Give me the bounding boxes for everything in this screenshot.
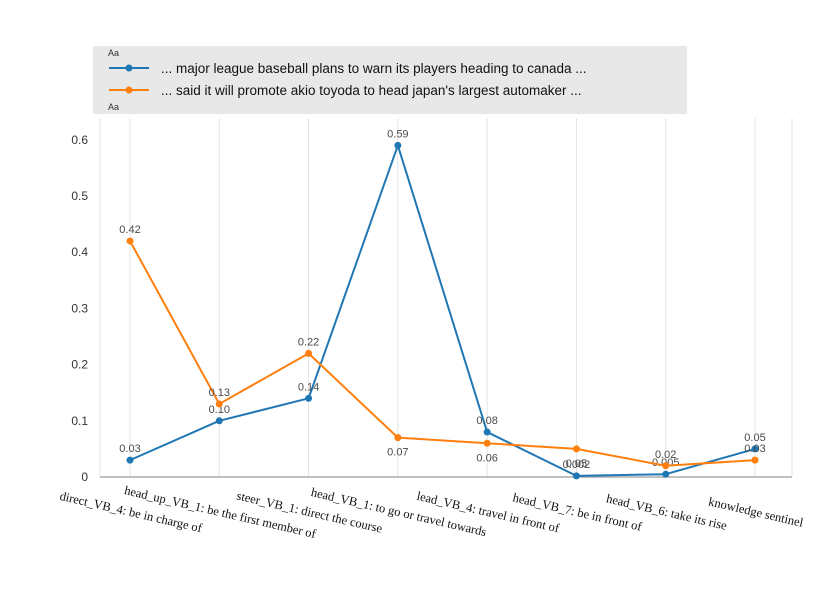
point-value-label: 0.02	[655, 449, 676, 461]
point-marker	[126, 237, 134, 245]
point-marker	[215, 417, 223, 425]
legend-marker-icon	[125, 64, 133, 72]
point-value-label: 0.59	[387, 128, 408, 140]
series-line-0	[129, 144, 756, 477]
legend-swatch-orange	[109, 86, 149, 94]
point-value-label: 0.10	[209, 404, 230, 416]
point-marker	[572, 445, 580, 453]
point-marker	[394, 141, 402, 149]
point-value-label: 0.002	[563, 459, 591, 471]
y-tick-label: 0.1	[71, 414, 88, 428]
legend-swatch-blue	[109, 64, 149, 72]
y-tick-label: 0.5	[71, 189, 88, 203]
point-value-label: 0.06	[476, 452, 497, 464]
point-marker	[662, 462, 670, 470]
point-marker	[215, 400, 223, 408]
y-tick-label: 0.6	[71, 133, 88, 147]
point-value-label: 0.13	[209, 387, 230, 399]
point-marker	[126, 456, 134, 464]
point-marker	[751, 456, 759, 464]
legend-item-series-2: ... said it will promote akio toyoda to …	[107, 79, 671, 101]
point-value-label: 0.03	[744, 443, 765, 455]
point-marker	[483, 439, 491, 447]
point-value-label: 0.07	[387, 447, 408, 459]
legend-item-series-1: ... major league baseball plans to warn …	[107, 57, 671, 79]
point-marker	[305, 349, 313, 357]
point-value-label: 0.22	[298, 336, 319, 348]
point-value-label: 0.42	[119, 224, 140, 236]
y-tick-label: 0.4	[71, 245, 88, 259]
point-value-label: 0.05	[744, 432, 765, 444]
y-tick-label: 0.3	[71, 301, 88, 315]
point-value-label: 0.14	[298, 381, 319, 393]
legend-item-label: ... said it will promote akio toyoda to …	[161, 82, 582, 98]
point-marker	[305, 394, 313, 402]
font-sample-label-bottom: Aa	[108, 102, 120, 112]
point-value-label: 0.08	[476, 415, 497, 427]
legend: Aa ... major league baseball plans to wa…	[93, 46, 687, 114]
y-tick-label: 0.2	[71, 358, 88, 372]
series-line-1	[129, 239, 756, 467]
point-value-label: 0.05	[566, 458, 587, 470]
legend-marker-icon	[125, 86, 133, 94]
font-sample-label-top: Aa	[108, 48, 120, 58]
point-marker	[662, 470, 670, 478]
point-marker	[572, 472, 580, 480]
y-tick-label: 0	[81, 470, 88, 484]
point-marker	[751, 445, 759, 453]
point-marker	[394, 434, 402, 442]
point-value-label: 0.03	[119, 443, 140, 455]
legend-item-label: ... major league baseball plans to warn …	[161, 60, 587, 76]
point-marker	[483, 428, 491, 436]
